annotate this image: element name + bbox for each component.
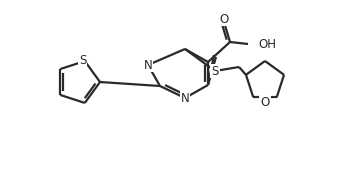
Text: OH: OH xyxy=(258,37,276,51)
Text: S: S xyxy=(79,54,87,67)
Text: O: O xyxy=(260,96,269,109)
Text: N: N xyxy=(144,58,153,71)
Text: N: N xyxy=(181,91,189,105)
Text: O: O xyxy=(219,12,228,26)
Text: S: S xyxy=(211,64,219,78)
